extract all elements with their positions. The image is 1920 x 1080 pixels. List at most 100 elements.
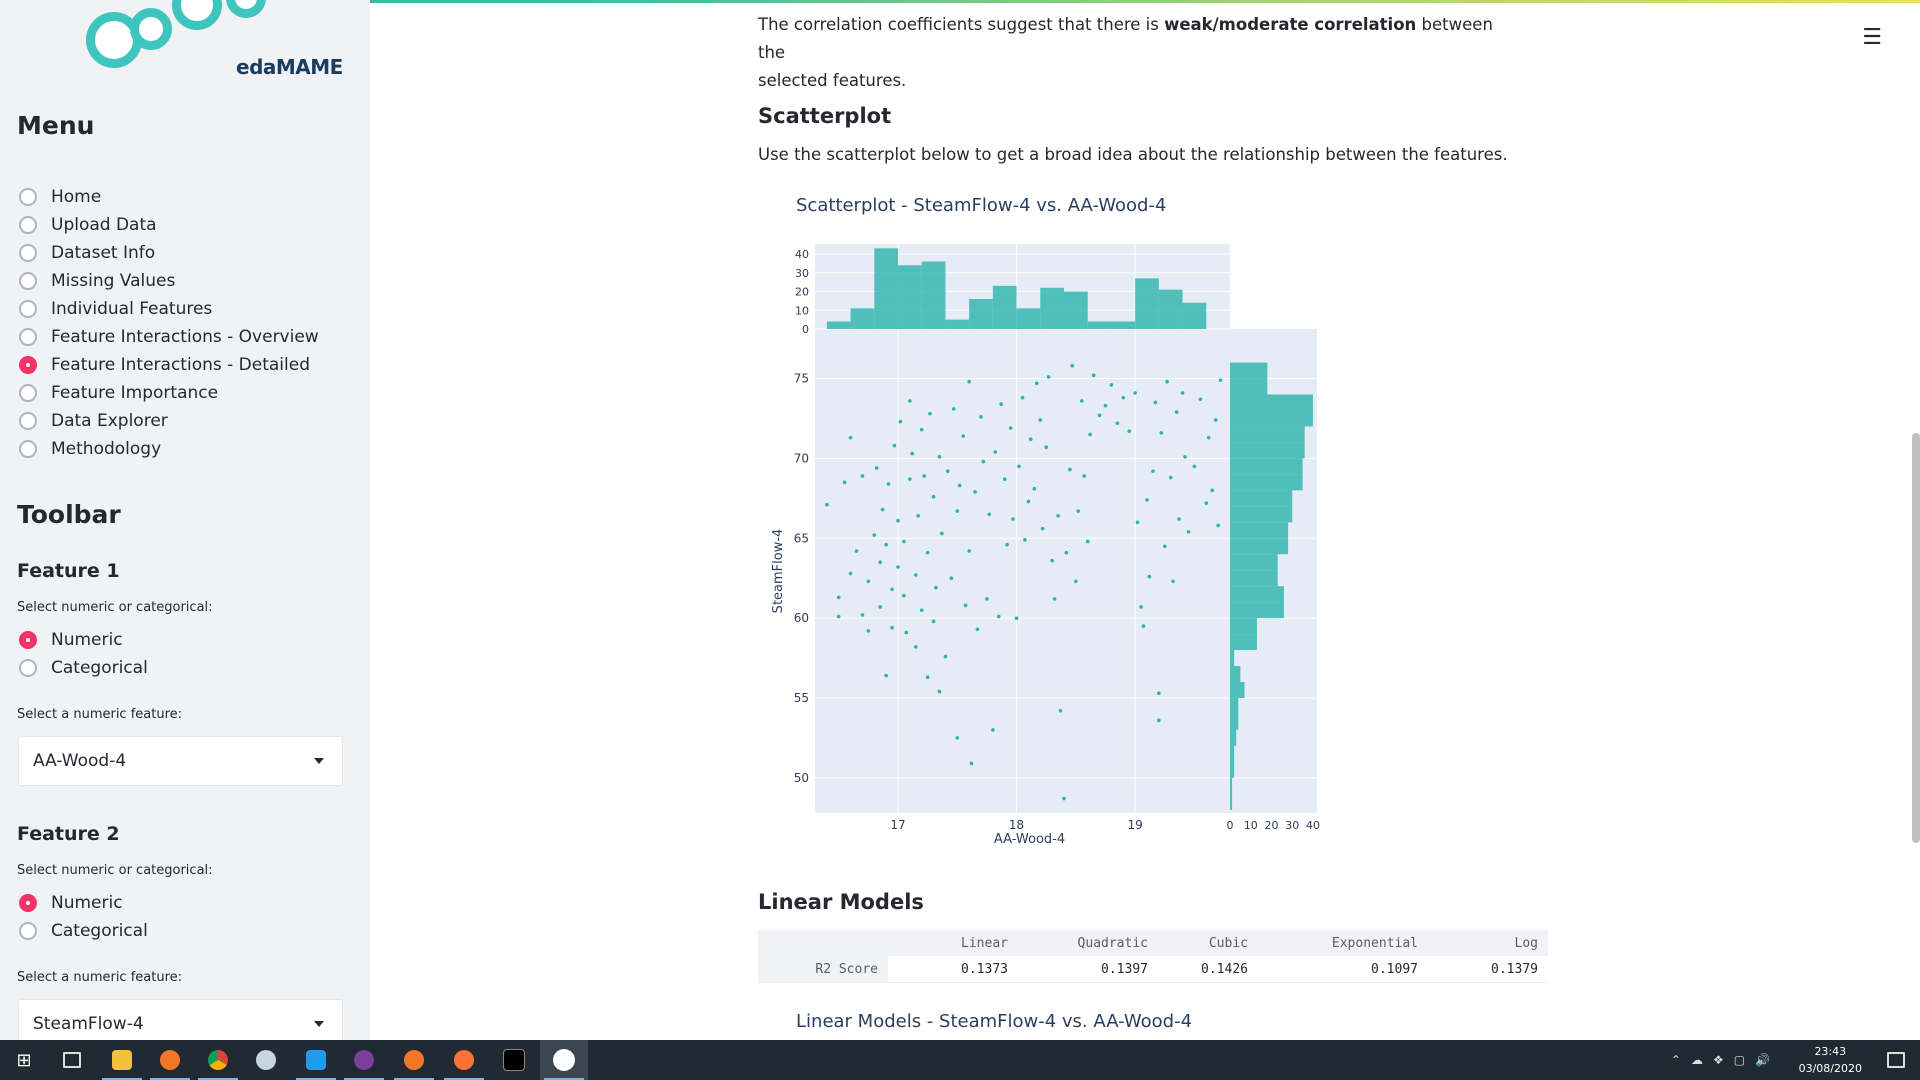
radio-empty-icon[interactable] [19,300,37,318]
scatter-point[interactable] [913,573,918,577]
tray-dropbox-icon[interactable]: ❖ [1712,1053,1724,1067]
scatter-point[interactable] [1052,597,1057,601]
scatter-point[interactable] [1171,579,1175,584]
scatter-point[interactable] [973,490,977,494]
scatter-point[interactable] [916,514,920,518]
scatter-point[interactable] [1103,403,1108,408]
steam-icon[interactable] [242,1040,290,1080]
radio-empty-icon[interactable] [19,659,37,677]
scatter-point[interactable] [1097,413,1102,418]
scatter-point[interactable] [896,518,900,523]
right-histogram-bar[interactable] [1230,458,1303,475]
scatter-point[interactable] [1029,437,1033,442]
taskbar-clock[interactable]: 23:43 03/08/2020 [1799,1043,1862,1077]
right-histogram-bar[interactable] [1230,793,1233,810]
scatter-point[interactable] [1017,464,1021,469]
scatter-point[interactable] [1056,514,1060,518]
terminal-icon[interactable] [490,1040,538,1080]
scatter-point[interactable] [884,542,888,547]
scatter-point[interactable] [878,560,883,565]
scatter-point[interactable] [1023,538,1027,542]
scatter-point[interactable] [925,550,930,555]
scatter-point[interactable] [1085,539,1090,544]
radio-empty-icon[interactable] [19,244,37,262]
scatter-point[interactable] [1109,383,1114,387]
scatter-point[interactable] [1147,574,1152,579]
tray-cloud-icon[interactable]: ☁ [1690,1053,1703,1067]
scatter-point[interactable] [1091,373,1096,378]
scatter-point[interactable] [860,474,865,478]
radio-selected-icon[interactable] [19,631,37,649]
feature1-select[interactable]: AA-Wood-4 [18,736,343,786]
scatter-point[interactable] [1070,363,1075,368]
tray-chevron-icon[interactable]: ⌃ [1670,1053,1681,1067]
scatter-point[interactable] [842,480,847,485]
task-view-icon[interactable] [48,1040,96,1080]
scatter-point[interactable] [1115,421,1120,426]
menu-item-home[interactable]: Home [19,183,319,211]
scatter-point[interactable] [1046,375,1051,379]
tray-network-icon[interactable]: ▢ [1733,1053,1746,1067]
right-histogram-bar[interactable] [1230,666,1241,683]
scatterplot-chart[interactable]: 17 18 19 50 55 60 65 70 75 0 10 20 30 40 0 10 20 30 40 AA-W… [770,233,1470,853]
scatter-point[interactable] [991,728,995,732]
right-histogram-bar[interactable] [1230,490,1293,507]
scatter-point[interactable] [1008,426,1013,430]
tray-volume-icon[interactable]: 🔊 [1755,1053,1770,1067]
feature1-categorical-option[interactable]: Categorical [19,654,148,682]
scatter-point[interactable] [1062,796,1066,801]
scatter-point[interactable] [1168,475,1173,480]
right-histogram-bar[interactable] [1230,522,1289,539]
feature1-numeric-option[interactable]: Numeric [19,626,148,654]
scatter-point[interactable] [860,613,865,617]
right-histogram-bar[interactable] [1230,602,1284,619]
scatter-point[interactable] [1032,486,1037,491]
right-histogram-bar[interactable] [1230,426,1305,443]
right-histogram-bar[interactable] [1230,378,1268,395]
scatter-point[interactable] [922,474,926,478]
right-histogram-bar[interactable] [1230,570,1278,587]
right-histogram-bar[interactable] [1230,410,1313,427]
right-histogram-bar[interactable] [1230,650,1235,667]
scatter-point[interactable] [1198,397,1203,402]
scatter-point[interactable] [946,469,950,473]
windows-start-icon[interactable]: ⊞ [16,1049,32,1071]
scatter-point[interactable] [919,427,924,432]
scatter-point[interactable] [1014,616,1019,620]
right-histogram-bar[interactable] [1230,634,1257,651]
vscode-icon[interactable] [292,1040,340,1080]
scatter-point[interactable] [961,434,966,438]
scatter-point[interactable] [1038,418,1043,422]
scatter-point[interactable] [836,614,841,619]
scatter-point[interactable] [886,482,891,486]
scatter-point[interactable] [866,629,871,633]
scatter-point[interactable] [880,507,885,512]
top-histogram-bar[interactable] [898,265,922,329]
scatter-point[interactable] [890,587,894,592]
scatter-point[interactable] [1153,400,1158,405]
right-histogram-bar[interactable] [1230,697,1239,714]
scatter-point[interactable] [1157,691,1161,695]
scatter-point[interactable] [908,477,912,481]
scatter-point[interactable] [1218,378,1223,382]
scatter-point[interactable] [866,579,871,584]
top-histogram-bar[interactable] [1087,321,1112,330]
scatter-point[interactable] [1151,469,1155,473]
scatter-point[interactable] [967,549,971,553]
scatter-point[interactable] [979,415,983,419]
scatter-point[interactable] [908,399,912,403]
scatter-point[interactable] [902,593,906,598]
scatter-point[interactable] [969,761,974,766]
radio-empty-icon[interactable] [19,412,37,430]
scatter-point[interactable] [996,614,1001,619]
scatter-point[interactable] [931,494,936,499]
right-histogram-bar[interactable] [1230,713,1239,730]
scatter-point[interactable] [967,379,971,384]
feature2-categorical-option[interactable]: Categorical [19,917,148,945]
scatter-point[interactable] [1145,498,1149,502]
scatter-point[interactable] [949,576,954,580]
scatter-point[interactable] [848,571,853,576]
scatter-point[interactable] [1174,410,1179,414]
top-histogram-bar[interactable] [921,261,946,330]
scatter-point[interactable] [1011,517,1015,521]
